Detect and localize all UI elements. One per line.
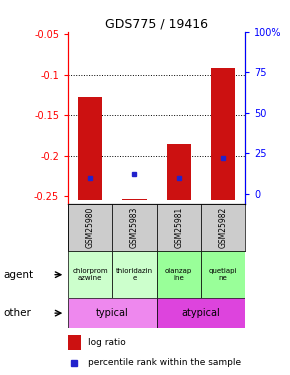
Title: GDS775 / 19416: GDS775 / 19416: [105, 18, 208, 31]
Bar: [201, 204, 245, 251]
Bar: [201, 251, 245, 298]
Text: thioridazin
e: thioridazin e: [116, 268, 153, 281]
Text: quetiapi
ne: quetiapi ne: [209, 268, 237, 281]
Bar: [78, 97, 102, 200]
Text: log ratio: log ratio: [88, 338, 125, 346]
Text: typical: typical: [96, 308, 129, 318]
Bar: [211, 68, 235, 200]
Text: olanzap
ine: olanzap ine: [165, 268, 192, 281]
Bar: [157, 298, 245, 328]
Bar: [68, 251, 112, 298]
Bar: [68, 298, 157, 328]
Text: atypical: atypical: [182, 308, 220, 318]
Text: chlorprom
azwine: chlorprom azwine: [72, 268, 108, 281]
Text: agent: agent: [3, 270, 33, 280]
Bar: [157, 251, 201, 298]
Text: GSM25980: GSM25980: [86, 207, 95, 249]
Bar: [122, 199, 147, 200]
Text: GSM25982: GSM25982: [218, 207, 227, 249]
Bar: [112, 251, 157, 298]
Bar: [157, 204, 201, 251]
Text: percentile rank within the sample: percentile rank within the sample: [88, 358, 241, 367]
Text: GSM25981: GSM25981: [174, 207, 183, 249]
Bar: [68, 334, 81, 350]
Bar: [68, 204, 112, 251]
Text: GSM25983: GSM25983: [130, 207, 139, 249]
Bar: [112, 204, 157, 251]
Bar: [166, 144, 191, 200]
Text: other: other: [3, 308, 31, 318]
